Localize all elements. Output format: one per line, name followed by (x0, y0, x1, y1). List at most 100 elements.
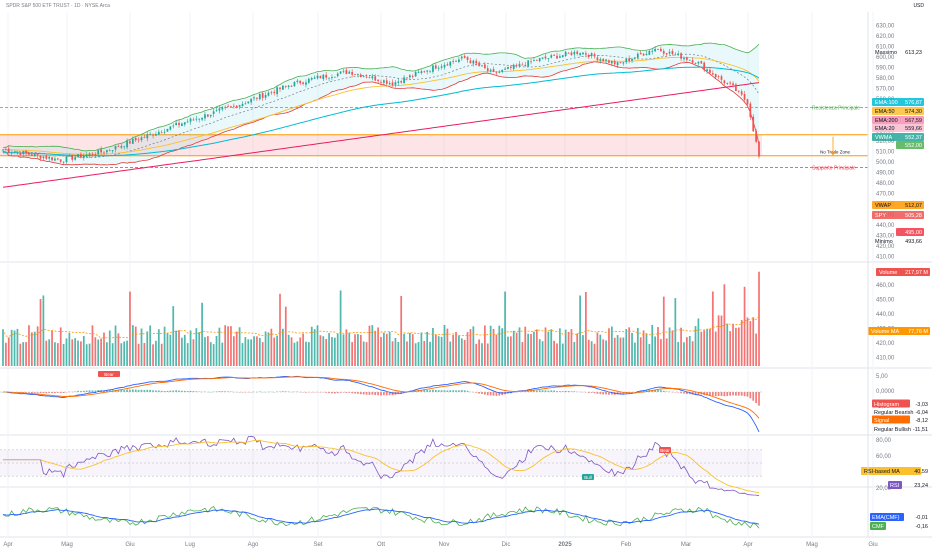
macd-histogram-bar (481, 392, 483, 394)
price-tick-label: 510,00 (876, 150, 895, 156)
cmf-line (2, 505, 760, 529)
volume-bar (299, 337, 302, 366)
candle-body (683, 58, 685, 60)
candle-body (489, 69, 492, 72)
macd-histogram-bar (163, 390, 166, 392)
macd-histogram-bar (351, 392, 354, 394)
macd-histogram-bar (443, 390, 446, 392)
macd-histogram-bar (608, 392, 610, 395)
volume-bar (458, 335, 460, 366)
volume-bar (181, 337, 183, 366)
candle-body (694, 63, 697, 64)
volume-bar (345, 329, 348, 366)
volume-bar (336, 333, 339, 366)
candle-body (599, 59, 602, 61)
volume-bar (634, 342, 636, 366)
volume-bar (636, 328, 639, 366)
candle-body (169, 126, 172, 130)
volume-bar (437, 336, 440, 366)
volume-bar (365, 342, 368, 366)
macd-histogram-bar (244, 392, 247, 393)
candle-body (111, 150, 114, 152)
volume-bar (758, 271, 760, 366)
candle-body (160, 132, 163, 134)
volume-bar (472, 326, 475, 366)
price-tick-label: 470,00 (876, 192, 895, 198)
volume-bar (446, 328, 449, 366)
macd-histogram-bar (711, 392, 714, 396)
candle-body (10, 152, 13, 154)
candle-body (423, 71, 426, 73)
macd-histogram-bar (371, 392, 374, 395)
macd-histogram-bar (538, 390, 541, 392)
rsi-ma-label-bg (861, 467, 921, 475)
macd-histogram-bar (533, 390, 535, 392)
candle-body (466, 56, 469, 60)
volume-bar (622, 337, 625, 366)
x-tick-label: Mag (806, 542, 818, 548)
candle-body (368, 77, 371, 79)
candle-body (501, 69, 504, 72)
volume-bar (535, 329, 538, 366)
macd-histogram-bar (452, 390, 455, 392)
volume-bar (25, 342, 27, 366)
macd-histogram-bar (475, 392, 478, 393)
macd-histogram-bar (654, 389, 656, 392)
candle-body (509, 66, 512, 69)
macd-histogram-bar (56, 392, 59, 393)
macd-histogram-bar (30, 392, 33, 394)
candle-body (616, 62, 619, 66)
volume-bar (688, 335, 691, 366)
volume-bar (325, 338, 328, 366)
macd-histogram-bar (662, 390, 665, 392)
candle-body (512, 64, 515, 69)
resistance-label: Resistenza Principale (812, 105, 860, 111)
volume-bar (270, 328, 273, 366)
macd-histogram-bar (665, 391, 668, 392)
macd-histogram-bar (215, 391, 218, 392)
macd-histogram-bar (463, 390, 466, 392)
volume-bar (290, 337, 293, 366)
macd-histogram-bar (331, 392, 333, 394)
volume-bar (33, 331, 36, 366)
volume-bar (149, 325, 152, 366)
candle-body (383, 80, 385, 83)
price-label-value: 574,30 (905, 109, 922, 115)
candle-body (631, 59, 633, 61)
volume-bar (573, 342, 576, 366)
candle-body (752, 116, 755, 132)
candle-body (639, 52, 642, 55)
macd-histogram-bar (455, 390, 457, 392)
macd-histogram-bar (342, 392, 345, 393)
price-label-name: SPY (875, 213, 886, 219)
macd-histogram-bar (541, 390, 544, 392)
macd-histogram-bar (622, 392, 625, 394)
candle-body (39, 155, 42, 159)
cmf-label-bg (870, 522, 886, 530)
candle-body (642, 53, 645, 56)
volume-bar (103, 332, 105, 366)
volume-bar (331, 337, 333, 366)
candle-body (709, 69, 711, 73)
price-tick-label: 430,00 (876, 234, 895, 240)
rsi-tick-label: 60,00 (876, 454, 892, 460)
macd-histogram-bar (544, 390, 547, 392)
candle-body (417, 71, 420, 73)
candle-body (530, 61, 532, 63)
macd-histogram-bar (746, 392, 749, 397)
candle-body (65, 156, 68, 163)
volume-bar (726, 323, 729, 366)
candle-body (241, 103, 244, 107)
volume-bar (547, 331, 550, 366)
volume-bar (570, 329, 573, 366)
volume-bar (590, 341, 593, 366)
volume-bar (114, 325, 117, 366)
candle-body (175, 122, 177, 126)
price-tick-label: 500,00 (876, 160, 895, 166)
candle-body (524, 64, 527, 66)
price-label-value: 493,66 (905, 239, 922, 245)
candle-body (36, 153, 39, 155)
volume-bar (313, 329, 316, 366)
volume-bar (553, 340, 555, 366)
